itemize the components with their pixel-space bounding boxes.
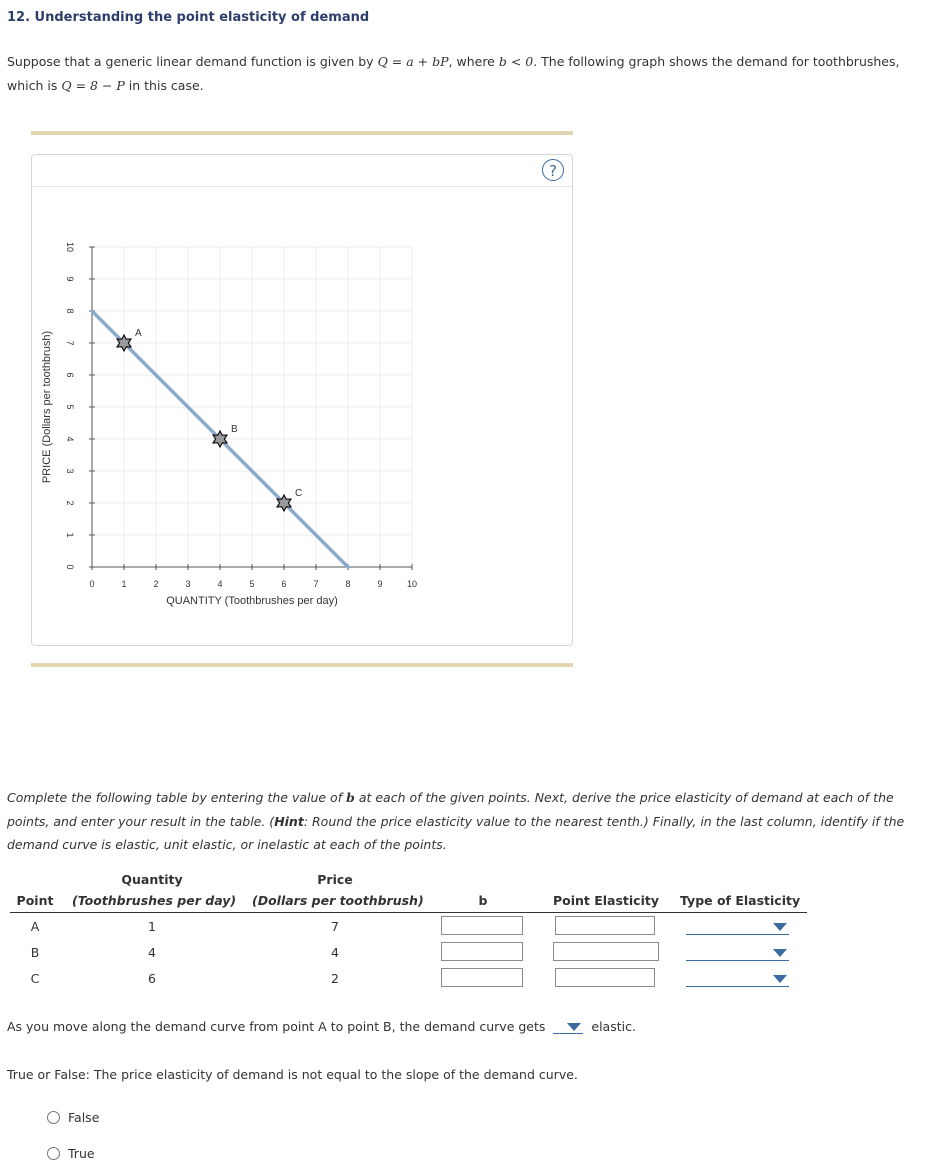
y-tick-label: 9 (65, 276, 75, 281)
header-divider (10, 912, 807, 913)
y-tick-label: 0 (65, 564, 75, 569)
option-false[interactable]: False (47, 1110, 127, 1126)
instructions-math-b: b (346, 790, 355, 805)
row-b-price: 4 (331, 945, 339, 960)
point-marker-a (115, 333, 133, 353)
y-tick-label: 7 (65, 340, 75, 345)
graph-bottom-divider (31, 663, 573, 667)
chevron-down-icon (567, 1023, 582, 1031)
true-false-prompt: True or False: The price elasticity of d… (7, 1067, 578, 1082)
x-axis-label: QUANTITY (Toothbrushes per day) (166, 595, 338, 607)
row-c-type-dropdown[interactable] (686, 968, 789, 987)
true-label: True (68, 1146, 95, 1161)
intro-text-3: . The following graph shows the demand f… (7, 54, 900, 93)
row-a-elasticity-input[interactable] (555, 916, 655, 935)
header-quantity-unit: (Toothbrushes per day) (72, 893, 237, 908)
intro-math-3: Q = 8 − P (61, 78, 125, 93)
row-c-price: 2 (331, 971, 339, 986)
y-tick-label: 10 (65, 242, 75, 252)
row-c-elasticity-input[interactable] (555, 968, 655, 987)
row-a-point: A (30, 919, 40, 934)
header-price-unit: (Dollars per toothbrush) (252, 893, 424, 908)
row-c-point: C (30, 971, 40, 986)
row-a-price: 7 (331, 919, 339, 934)
y-tick-label: 6 (65, 372, 75, 377)
y-tick-label: 3 (65, 468, 75, 473)
chevron-down-icon (773, 949, 787, 957)
movement-dropdown[interactable] (553, 1020, 584, 1034)
y-tick-label: 5 (65, 404, 75, 409)
chart-points: A B C (115, 328, 302, 513)
intro-text-1: Suppose that a generic linear demand fun… (7, 54, 378, 69)
intro-text-4: in this case. (124, 78, 204, 93)
point-label-a: A (135, 328, 142, 339)
x-tick-label: 1 (121, 579, 126, 589)
x-tick-label: 2 (153, 579, 158, 589)
point-marker-c (275, 493, 293, 513)
row-b-quantity: 4 (148, 945, 156, 960)
row-a-quantity: 1 (148, 919, 156, 934)
x-tick-label: 6 (281, 579, 286, 589)
y-tick-label: 2 (65, 500, 75, 505)
chevron-down-icon (773, 975, 787, 983)
row-c-quantity: 6 (148, 971, 156, 986)
chevron-down-icon (773, 923, 787, 931)
y-tick-label: 4 (65, 436, 75, 441)
point-label-c: C (295, 488, 302, 499)
instructions-text-2: at each of the given points. Next, deriv… (7, 790, 894, 829)
point-marker-b (211, 429, 229, 449)
option-true[interactable]: True (47, 1146, 127, 1162)
x-tick-label: 3 (185, 579, 190, 589)
instructions-hint-label: Hint (274, 813, 304, 829)
x-tick-label: 8 (345, 579, 350, 589)
movement-question: As you move along the demand curve from … (7, 1019, 636, 1034)
x-tick-label: 5 (249, 579, 254, 589)
row-b-type-dropdown[interactable] (686, 942, 789, 961)
false-radio[interactable] (47, 1111, 60, 1124)
row-a-type-dropdown[interactable] (686, 916, 789, 935)
point-label-b: B (231, 424, 238, 435)
true-radio[interactable] (47, 1147, 60, 1160)
y-axis-label: PRICE (Dollars per toothbrush) (41, 331, 53, 483)
header-type-of-elasticity: Type of Elasticity (680, 893, 801, 908)
movement-text-before: As you move along the demand curve from … (7, 1019, 546, 1034)
x-tick-label: 9 (377, 579, 382, 589)
question-intro: Suppose that a generic linear demand fun… (7, 50, 927, 98)
intro-text-2: , where (448, 54, 499, 69)
x-tick-label: 4 (217, 579, 222, 589)
graph-header: ? (32, 155, 572, 187)
x-tick-label: 10 (407, 579, 417, 589)
header-point-elasticity: Point Elasticity (552, 893, 660, 908)
instructions-text-3: : Round the price elasticity value to th… (7, 813, 905, 853)
table-instructions: Complete the following table by entering… (7, 786, 927, 857)
question-title: 12. Understanding the point elasticity o… (7, 10, 370, 25)
demand-chart: 0 1 2 3 4 5 6 7 8 9 10 0 1 2 3 4 5 6 7 8 9 10 A B C QUANTITY (T… (41, 242, 417, 607)
x-tick-label: 7 (313, 579, 318, 589)
header-b: b (478, 893, 488, 908)
header-quantity: Quantity (121, 872, 183, 887)
movement-text-after: elastic. (591, 1019, 636, 1034)
chart-grid (92, 246, 413, 567)
row-b-b-input[interactable] (441, 942, 523, 961)
x-tick-label: 0 (89, 579, 94, 589)
row-b-point: B (30, 945, 40, 960)
help-icon[interactable]: ? (542, 159, 564, 181)
false-label: False (68, 1110, 100, 1125)
row-b-elasticity-input[interactable] (553, 942, 659, 961)
intro-math-1: Q = a + bP (377, 54, 449, 69)
graph-panel: ? (31, 154, 573, 646)
instructions-text-1: Complete the following table by entering… (7, 790, 347, 805)
chart-axes: 0 1 2 3 4 5 6 7 8 9 10 0 1 2 3 4 5 6 7 8 9 10 (65, 242, 417, 589)
intro-math-2: b < 0 (498, 54, 534, 69)
elasticity-table: Point Quantity (Toothbrushes per day) Pr… (0, 868, 942, 998)
row-c-b-input[interactable] (441, 968, 523, 987)
header-point: Point (16, 893, 54, 908)
y-tick-label: 1 (65, 532, 75, 537)
y-tick-label: 8 (65, 308, 75, 313)
row-a-b-input[interactable] (441, 916, 523, 935)
header-price: Price (317, 872, 353, 887)
graph-top-divider (31, 131, 573, 135)
